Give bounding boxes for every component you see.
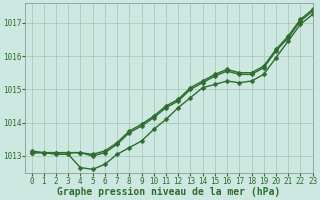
X-axis label: Graphe pression niveau de la mer (hPa): Graphe pression niveau de la mer (hPa) [57, 187, 281, 197]
